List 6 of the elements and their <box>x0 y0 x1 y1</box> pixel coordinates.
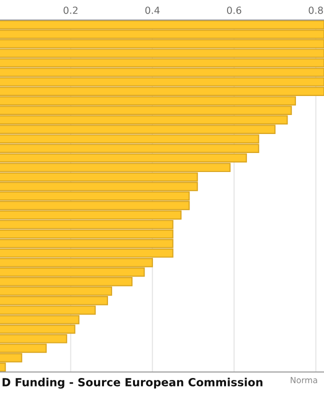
x-tick-label: 0.8 <box>308 6 323 14</box>
x-tick-label: 0.4 <box>145 6 160 14</box>
x-tick-label: 0.6 <box>227 6 242 14</box>
x-tick-label: 0.2 <box>64 6 78 14</box>
text: D Funding - Source European Commission <box>2 378 262 389</box>
text: Norma <box>290 377 318 384</box>
